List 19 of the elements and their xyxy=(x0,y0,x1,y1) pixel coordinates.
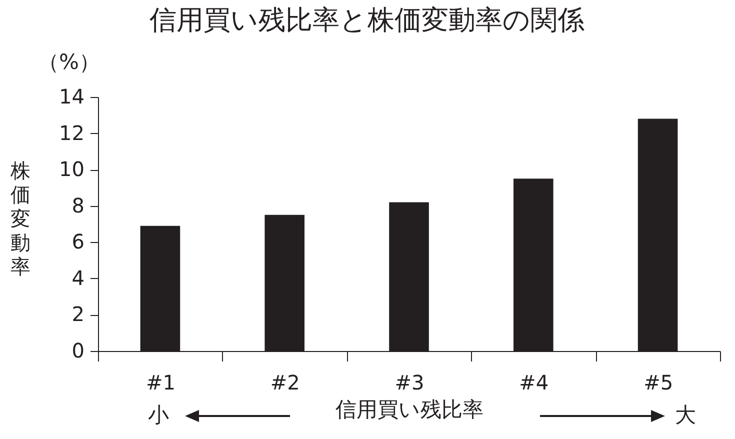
y-tick-label: 10 xyxy=(59,157,84,182)
y-tick-label: 14 xyxy=(59,84,84,108)
x-tick-label: #3 xyxy=(394,370,424,394)
x-axis-title: 信用買い残比率 xyxy=(336,398,484,422)
chart-title: 信用買い残比率と株価変動率の関係 xyxy=(150,5,584,36)
x-tick-label: #5 xyxy=(644,370,674,394)
y-tick-label: 8 xyxy=(72,193,84,218)
text: （%） xyxy=(38,50,100,74)
x-tick-label: #4 xyxy=(519,370,549,394)
y-tick-label: 12 xyxy=(59,120,84,145)
text: 大 xyxy=(675,403,696,427)
text: 小 xyxy=(148,403,169,427)
x-tick-label: #2 xyxy=(270,370,300,394)
y-tick-label: 0 xyxy=(72,338,84,362)
y-tick-label: 2 xyxy=(72,302,84,326)
y-tick-label: 4 xyxy=(72,266,84,290)
y-tick-label: 6 xyxy=(72,230,84,254)
x-tick-label: #1 xyxy=(146,370,176,394)
y-axis-title: 株価変動率 xyxy=(10,158,30,278)
